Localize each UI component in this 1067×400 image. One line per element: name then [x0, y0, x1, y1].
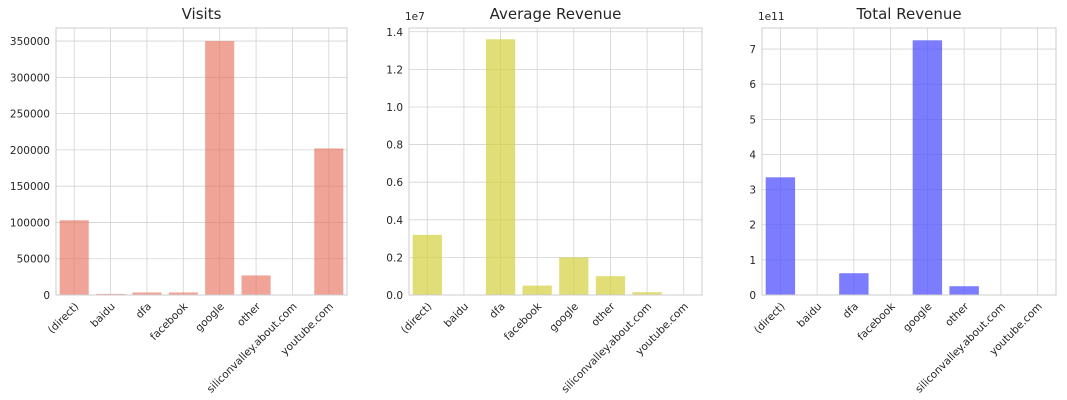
- bar-other: [241, 275, 271, 295]
- axis-offset-label: 1e11: [758, 11, 785, 23]
- y-tick-label: 350000: [10, 36, 50, 48]
- y-tick-label: 6: [749, 79, 756, 91]
- x-tick-label: other: [235, 300, 264, 329]
- y-tick-label: 0: [749, 290, 756, 302]
- x-tick-label: google: [901, 301, 935, 335]
- axes-frame: [408, 27, 703, 296]
- y-tick-label: 100000: [10, 217, 50, 229]
- y-tick-label: 150000: [10, 181, 50, 193]
- bar-google: [205, 41, 235, 295]
- x-tick-label: facebook: [148, 300, 191, 343]
- x-tick-label: (direct): [46, 301, 82, 337]
- x-tick-label: (direct): [399, 301, 435, 337]
- y-tick-label: 1.0: [386, 102, 403, 114]
- y-tick-label: 7: [749, 44, 756, 56]
- bar-youtube-com: [314, 148, 344, 295]
- y-tick-label: 4: [749, 149, 756, 161]
- bar-direct: [59, 220, 89, 295]
- bar-dfa: [132, 292, 162, 295]
- x-tick-label: google: [547, 301, 581, 335]
- chart-title: Average Revenue: [490, 5, 622, 23]
- y-tick-label: 0.4: [386, 215, 403, 227]
- y-tick-label: 0.2: [386, 252, 403, 264]
- bar-direct: [412, 234, 442, 295]
- bar-other: [595, 276, 626, 295]
- chart-panel-2: 0.0 0.2 0.4 0.6 0.8 1.0 1.2 1.4 (direct) baidu dfa…: [386, 5, 703, 395]
- y-tick-label: 0.8: [386, 140, 403, 152]
- bar-facebook: [522, 285, 552, 295]
- y-tick-label: 5: [749, 114, 756, 126]
- x-tick-label: baidu: [795, 301, 824, 330]
- x-tick-label: baidu: [442, 301, 471, 330]
- bar-other: [949, 286, 979, 295]
- axis-offset-label: 1e7: [405, 11, 425, 23]
- bar-google: [912, 40, 943, 295]
- axes-frame: [55, 27, 348, 296]
- bar-facebook: [168, 292, 198, 295]
- y-tick-label: 0.0: [386, 290, 403, 302]
- bar-baidu: [96, 293, 126, 295]
- x-tick-label: dfa: [841, 301, 861, 321]
- x-tick-label: facebook: [502, 300, 545, 343]
- chart-panel-1: 0 50000 100000 150000 200000 250000 300000 3500…: [10, 5, 348, 395]
- bar-direct: [765, 177, 796, 295]
- axes-frame: [761, 27, 1057, 296]
- y-tick-label: 50000: [17, 254, 50, 266]
- bar-google: [559, 257, 589, 295]
- x-tick-label: (direct): [752, 301, 788, 337]
- y-tick-label: 200000: [10, 145, 50, 157]
- y-tick-label: 1.2: [386, 64, 403, 76]
- y-tick-label: 0: [43, 290, 50, 302]
- y-tick-label: 2: [749, 220, 756, 232]
- chart-title: Visits: [182, 5, 222, 23]
- y-tick-label: 300000: [10, 72, 50, 84]
- x-tick-label: facebook: [855, 300, 898, 343]
- bar-siliconvalley-about-com: [632, 292, 662, 295]
- y-tick-label: 0.6: [386, 177, 403, 189]
- bar-dfa: [485, 39, 516, 295]
- y-tick-label: 3: [749, 185, 756, 197]
- x-tick-label: baidu: [88, 301, 117, 330]
- x-tick-label: other: [589, 300, 618, 329]
- bar-dfa: [839, 273, 869, 295]
- chart-title: Total Revenue: [855, 5, 961, 23]
- y-tick-label: 1.4: [386, 27, 403, 39]
- x-tick-label: other: [943, 300, 972, 329]
- y-tick-label: 1: [749, 255, 756, 267]
- x-tick-label: google: [193, 301, 227, 335]
- x-tick-label: dfa: [134, 301, 154, 321]
- x-tick-label: dfa: [487, 301, 507, 321]
- y-tick-label: 250000: [10, 109, 50, 121]
